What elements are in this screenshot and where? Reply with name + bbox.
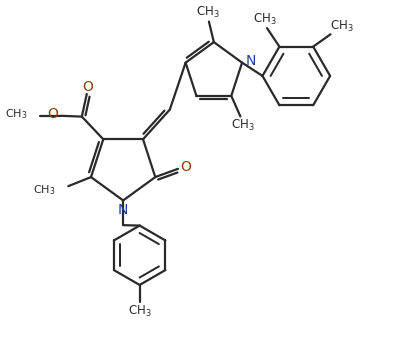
Text: CH$_3$: CH$_3$ [5,107,27,121]
Text: CH$_3$: CH$_3$ [230,118,254,133]
Text: N: N [245,54,256,68]
Text: CH$_3$: CH$_3$ [330,19,354,35]
Text: O: O [47,107,59,121]
Text: CH$_3$: CH$_3$ [33,183,56,197]
Text: CH$_3$: CH$_3$ [253,12,277,27]
Text: O: O [180,160,191,174]
Text: O: O [82,80,93,94]
Text: CH$_3$: CH$_3$ [128,304,152,319]
Text: CH$_3$: CH$_3$ [196,5,220,20]
Text: N: N [118,202,128,216]
